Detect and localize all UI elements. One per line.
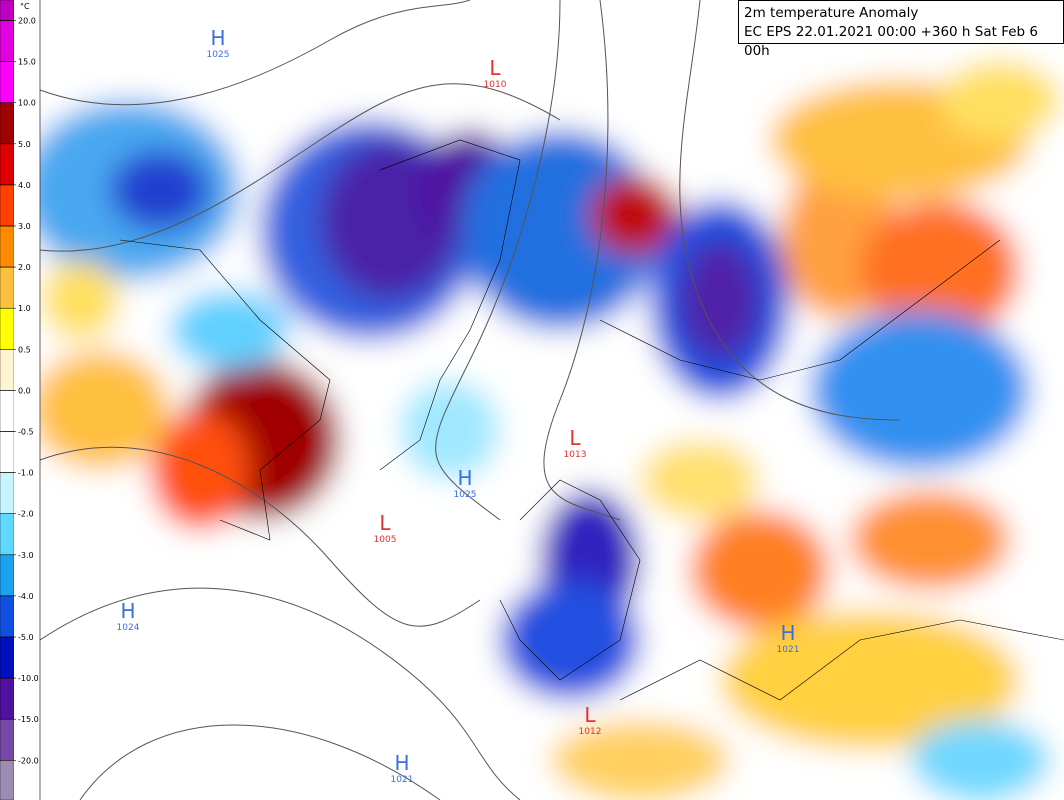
legend-label: 2.0 [18,263,31,272]
legend-swatch [0,225,15,268]
legend-swatch [0,390,15,432]
center-letter: L [584,703,596,727]
legend-swatch [0,266,15,309]
legend-label-strip [14,0,40,800]
center-letter: H [457,466,472,490]
center-pressure: 1010 [484,80,507,90]
center-letter: H [120,599,135,623]
legend-swatch [0,472,15,514]
legend-label: -2.0 [18,510,34,519]
legend: °C 20.0 15.0 10.0 5.0 4.0 3.0 2.0 1.0 0.5 0.0 -0.5 -… [0,0,41,800]
subtitle: EC EPS 22.01.2021 00:00 +360 h Sat Feb 6… [744,24,1038,59]
legend-label: -4.0 [18,592,34,601]
legend-label: 1.0 [18,304,31,313]
legend-swatch [0,760,15,800]
legend-swatch [0,102,15,144]
legend-swatch [0,636,15,679]
legend-label: 3.0 [18,222,31,231]
center-letter: H [210,26,225,50]
legend-unit: °C [20,2,30,11]
center-pressure: 1021 [391,775,414,785]
legend-label: 0.0 [18,386,31,395]
coastlines [119,139,1064,701]
legend-label: 10.0 [18,99,36,108]
legend-label: 20.0 [18,17,36,26]
legend-swatch [0,513,15,556]
legend-label: -0.5 [18,428,34,437]
legend-swatch [0,719,15,761]
legend-swatch [0,431,15,473]
center-pressure: 1012 [579,727,602,737]
legend-swatch [0,20,15,62]
legend-swatch [0,184,15,227]
legend-label: 0.5 [18,345,31,354]
legend-swatch [0,554,15,597]
center-pressure: 1024 [117,623,140,633]
legend-swatch [0,61,15,103]
legend-label: 4.0 [18,181,31,190]
isobars [39,0,901,800]
title-box: 2m temperature Anomaly EC EPS 22.01.2021… [738,0,1064,59]
legend-label: -10.0 [18,674,39,683]
legend-swatch [0,349,15,391]
legend-label: -3.0 [18,551,34,560]
center-pressure: 1013 [564,450,587,460]
center-letter: L [379,511,391,535]
legend-swatch [0,677,15,720]
center-pressure: 1005 [374,535,397,545]
center-letter: L [569,426,581,450]
legend-label: -15.0 [18,715,39,724]
legend-swatch [0,308,15,350]
center-letter: H [780,621,795,645]
center-pressure: 1025 [454,490,477,500]
legend-label: 5.0 [18,140,31,149]
center-letter: H [394,751,409,775]
pressure-centers: H1025L1010L1013H1025L1005H1024H1021H1021… [117,26,800,785]
legend-label: -5.0 [18,633,34,642]
legend-label: -20.0 [18,756,39,765]
legend-swatch [0,143,15,186]
anomaly-field [14,0,1064,800]
legend-label: -1.0 [18,469,34,478]
center-pressure: 1025 [207,50,230,60]
legend-label: 15.0 [18,58,36,67]
center-letter: L [489,56,501,80]
title: 2m temperature Anomaly [744,5,919,21]
legend-swatch [0,0,15,21]
center-pressure: 1021 [777,645,800,655]
legend-swatch [0,595,15,638]
